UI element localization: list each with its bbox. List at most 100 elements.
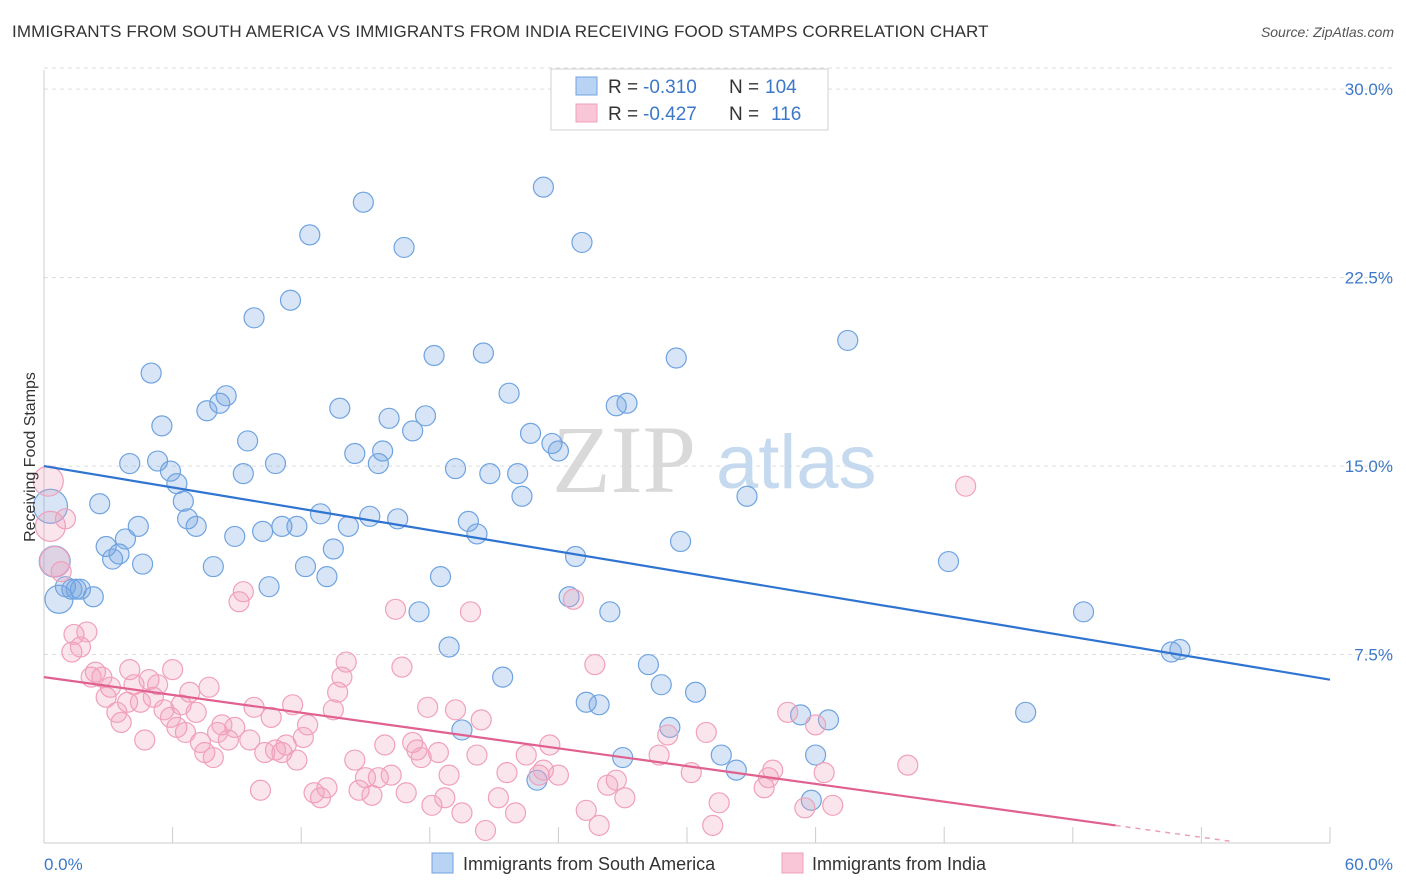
legend-n-value-1: 104: [765, 77, 797, 98]
point-south-america: [402, 420, 424, 442]
point-south-america: [185, 515, 207, 537]
point-india: [76, 621, 98, 643]
point-south-america: [616, 392, 638, 414]
point-south-america: [466, 523, 488, 545]
bottom-legend-swatch-south-america: [431, 852, 454, 874]
gridlines: [44, 67, 1392, 656]
point-south-america: [507, 463, 529, 485]
watermark: ZIP atlas: [552, 406, 877, 513]
point-india: [384, 598, 407, 620]
point-south-america: [457, 510, 479, 532]
point-south-america: [637, 653, 660, 676]
point-india: [260, 706, 282, 728]
point-india: [249, 779, 272, 801]
point-south-america: [937, 550, 960, 573]
y-axis-title: Receiving Food Stamps: [22, 372, 39, 542]
point-south-america: [571, 231, 593, 254]
point-india: [562, 588, 585, 610]
point-south-america: [159, 460, 182, 482]
point-india: [286, 749, 308, 771]
point-india: [438, 764, 460, 786]
point-south-america: [665, 347, 687, 369]
point-south-america: [127, 515, 149, 537]
point-india: [110, 711, 132, 733]
point-south-america: [119, 452, 141, 475]
point-south-america: [166, 473, 188, 495]
point-south-america: [511, 485, 533, 507]
point-india: [129, 691, 152, 713]
points-india: [32, 465, 977, 842]
point-india: [380, 764, 402, 786]
point-south-america: [316, 566, 338, 588]
point-south-america: [725, 759, 747, 781]
point-south-america: [294, 555, 317, 578]
point-south-america: [423, 344, 445, 367]
point-south-america: [271, 515, 293, 537]
point-south-america: [322, 538, 344, 560]
point-india: [309, 787, 332, 809]
legend-r-label-1: R =: [608, 77, 638, 98]
y-tick-label: 22.5%: [1345, 269, 1393, 288]
point-south-america: [414, 405, 437, 427]
legend-n-value-2: 116: [771, 104, 801, 125]
point-south-america: [243, 307, 265, 329]
watermark-atlas: atlas: [716, 420, 877, 505]
point-india: [335, 651, 357, 673]
point-south-america: [172, 490, 194, 512]
point-india: [474, 819, 497, 842]
point-south-america: [237, 430, 259, 452]
point-india: [955, 475, 977, 497]
x-ticks: [43, 827, 1331, 843]
point-south-america: [196, 400, 218, 422]
x-tick-label-min: 0.0%: [44, 855, 83, 874]
trend-lines: [43, 464, 1331, 843]
point-south-america: [89, 493, 111, 515]
point-india: [804, 714, 827, 736]
point-south-america: [650, 674, 672, 696]
legend-r-label-2: R =: [608, 104, 638, 125]
point-india: [897, 754, 919, 776]
point-india: [322, 699, 344, 721]
point-south-america: [299, 224, 321, 246]
point-india: [134, 729, 156, 751]
point-india: [348, 779, 370, 801]
point-south-america: [114, 528, 137, 550]
point-south-america: [232, 463, 254, 485]
point-south-america: [547, 440, 570, 462]
point-india: [496, 762, 518, 784]
point-south-america: [177, 508, 199, 530]
legend-n-label-1: N =: [729, 77, 759, 98]
point-india: [451, 802, 473, 824]
point-south-america: [599, 601, 621, 623]
bottom-legend-swatch-india: [781, 852, 804, 874]
point-india: [614, 787, 636, 809]
point-south-america: [378, 407, 400, 429]
point-india: [539, 734, 561, 756]
point-south-america: [344, 442, 366, 465]
trend-line-india: [43, 676, 1116, 827]
point-south-america: [659, 716, 681, 739]
point-india: [232, 581, 254, 603]
bottom-legend-label-india: Immigrants from India: [812, 854, 987, 874]
point-south-america: [151, 415, 173, 437]
trend-line-india-extension: [1115, 824, 1234, 843]
point-south-america: [532, 176, 554, 198]
point-south-america: [279, 289, 302, 311]
point-india: [391, 656, 413, 678]
point-south-america: [352, 191, 374, 213]
y-tick-labels: 7.5% 15.0% 22.5% 30.0%: [1345, 80, 1393, 664]
point-india: [54, 508, 77, 530]
point-south-america: [202, 555, 224, 578]
point-india: [584, 653, 606, 676]
point-india: [202, 746, 224, 769]
point-south-america: [215, 385, 237, 407]
point-south-america: [684, 681, 707, 703]
watermark-zip: ZIP: [552, 406, 696, 513]
point-south-america: [710, 744, 732, 766]
point-india: [547, 764, 570, 786]
x-tick-label-max: 60.0%: [1345, 855, 1393, 874]
point-india: [427, 741, 449, 764]
point-south-america: [82, 586, 104, 608]
point-south-america: [1015, 701, 1037, 723]
point-india: [515, 744, 537, 766]
